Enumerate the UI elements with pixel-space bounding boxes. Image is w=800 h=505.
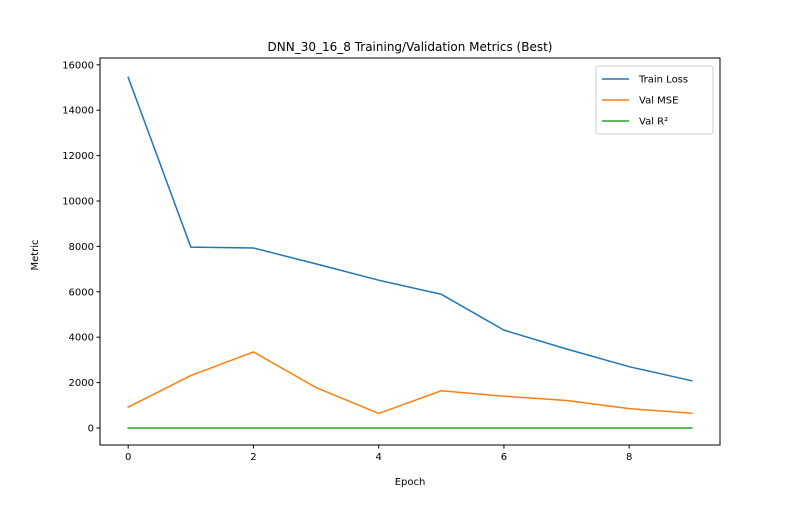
x-tick-label: 0 xyxy=(125,452,131,463)
y-tick-label: 0 xyxy=(88,423,94,434)
y-tick-label: 4000 xyxy=(69,333,94,344)
y-tick-label: 12000 xyxy=(62,151,94,162)
legend-label-2: Val MSE xyxy=(639,96,678,107)
y-axis-label: Metric xyxy=(30,239,41,270)
x-tick-label: 2 xyxy=(250,452,256,463)
x-tick-label: 6 xyxy=(501,452,507,463)
y-tick-label: 14000 xyxy=(62,106,94,117)
y-tick-label: 10000 xyxy=(62,196,94,207)
x-axis-label: Epoch xyxy=(395,477,426,488)
legend-label-1: Train Loss xyxy=(638,75,688,86)
chart-title: DNN_30_16_8 Training/Validation Metrics … xyxy=(268,40,553,54)
legend: Train Loss Val MSE Val R² xyxy=(596,66,713,134)
y-tick-label: 8000 xyxy=(69,242,94,253)
x-tick-label: 4 xyxy=(375,452,381,463)
x-tick-label: 8 xyxy=(626,452,632,463)
y-tick-label: 16000 xyxy=(62,60,94,71)
y-tick-label: 6000 xyxy=(69,287,94,298)
legend-label-3: Val R² xyxy=(639,117,668,128)
y-tick-label: 2000 xyxy=(69,378,94,389)
